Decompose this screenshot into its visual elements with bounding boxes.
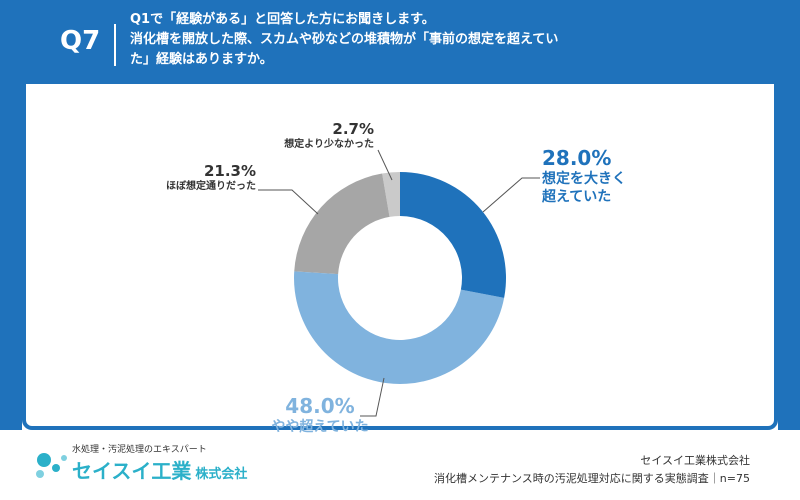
category-label: やや超えていた (271, 419, 369, 435)
donut-slice (294, 173, 390, 275)
donut-slice (294, 271, 505, 385)
value-label: 21.3% (203, 162, 256, 180)
header-band (0, 0, 800, 88)
lead: Q1で「経験がある」と回答した方にお聞きします。 (130, 12, 435, 27)
frame (0, 0, 22, 430)
slice-label: 28.0% 想定を大きく超えていた (542, 146, 642, 206)
divider (114, 24, 116, 66)
leader (482, 177, 540, 213)
brand: セイスイ工業 株式会社 (72, 455, 247, 484)
value-label: 48.0% (285, 394, 355, 418)
slice-label: 2.7% 想定より少なかった (250, 120, 374, 151)
frame (778, 0, 800, 430)
slice-label: 21.3% ほぼ想定通りだった (140, 162, 256, 193)
leader (377, 149, 393, 181)
badge: Q7 (60, 26, 101, 56)
header-text: Q1で「経験がある」と回答した方にお聞きします。 消化槽を開放した際、スカムや砂… (130, 10, 560, 70)
slice-label: 48.0% やや超えていた (250, 394, 390, 437)
brand-name: セイスイ工業 (72, 459, 192, 483)
brand-suffix: 株式会社 (195, 467, 248, 482)
logo (36, 453, 67, 478)
source-company: セイスイ工業株式会社 (640, 454, 750, 467)
source: セイスイ工業株式会社 消化槽メンテナンス時の汚泥処理対応に関する実態調査｜n=7… (434, 452, 750, 488)
category-label: 想定を大きく超えていた (542, 171, 626, 205)
leader (360, 377, 385, 417)
tagline: 水処理・汚泥処理のエキスパート (72, 445, 207, 455)
donut-slice (400, 172, 506, 298)
value-label: 2.7% (332, 120, 374, 138)
leader (258, 189, 319, 215)
value-label: 28.0% (542, 146, 612, 170)
question: 消化槽を開放した際、スカムや砂などの堆積物が「事前の想定を超えていた」経験はあり… (130, 32, 559, 67)
donut-slice (382, 172, 400, 217)
source-survey: 消化槽メンテナンス時の汚泥処理対応に関する実態調査｜n=75 (434, 472, 750, 485)
category-label: 想定より少なかった (284, 138, 374, 150)
category-label: ほぼ想定通りだった (166, 180, 256, 192)
